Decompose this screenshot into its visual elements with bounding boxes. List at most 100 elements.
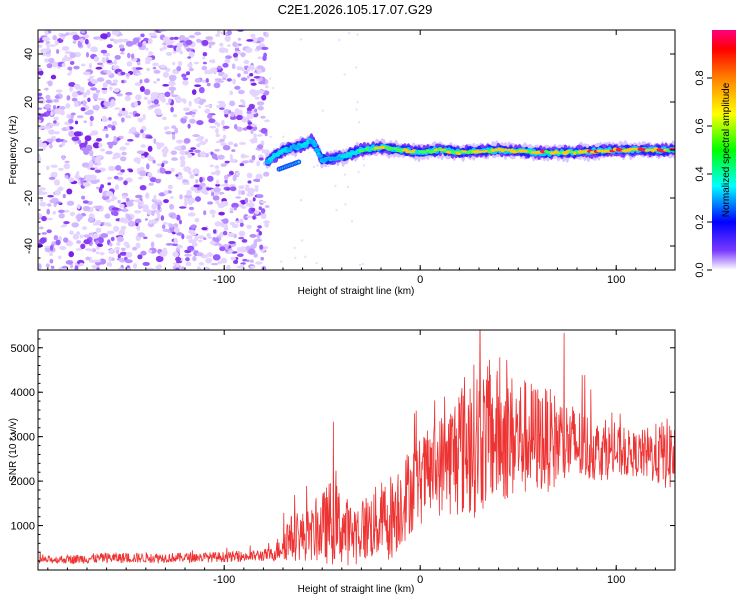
noise-blob bbox=[46, 165, 50, 171]
noise-blob bbox=[85, 52, 90, 58]
noise-blob bbox=[211, 59, 216, 64]
noise-blob bbox=[44, 58, 50, 63]
noise-blob bbox=[95, 66, 103, 70]
noise-blob bbox=[204, 138, 209, 143]
noise-blob bbox=[112, 210, 119, 217]
noise-blob bbox=[94, 166, 98, 170]
noise-blob bbox=[74, 265, 79, 270]
noise-blob bbox=[196, 38, 202, 43]
noise-blob bbox=[103, 222, 108, 226]
noise-blob bbox=[46, 229, 52, 234]
noise-blob bbox=[62, 194, 66, 199]
noise-blob bbox=[87, 217, 95, 223]
noise-blob bbox=[168, 86, 176, 92]
signal-core bbox=[308, 139, 314, 144]
noise-blob bbox=[160, 215, 165, 221]
noise-blob bbox=[114, 55, 121, 60]
noise-blob bbox=[201, 227, 208, 231]
noise-blob bbox=[221, 119, 225, 126]
noise-blob bbox=[50, 171, 58, 178]
noise-blob bbox=[76, 115, 84, 119]
noise-blob bbox=[202, 52, 208, 57]
noise-blob bbox=[134, 101, 138, 108]
noise-blob bbox=[85, 144, 93, 152]
noise-blob bbox=[124, 115, 132, 119]
noise-blob bbox=[90, 179, 98, 184]
noise-blob bbox=[215, 183, 220, 187]
noise-blob bbox=[165, 51, 173, 56]
noise-blob bbox=[86, 89, 91, 96]
noise-blob bbox=[143, 236, 148, 240]
noise-blob bbox=[236, 66, 243, 71]
noise-blob bbox=[170, 167, 175, 172]
noise-blob bbox=[257, 134, 263, 137]
noise-blob bbox=[137, 254, 143, 260]
spec-ytick-label: -20 bbox=[23, 190, 35, 206]
noise-blob bbox=[229, 221, 236, 226]
noise-blob bbox=[63, 163, 71, 170]
noise-blob bbox=[70, 263, 73, 269]
signal-core bbox=[572, 151, 577, 156]
noise-blob bbox=[66, 114, 72, 119]
noise-blob bbox=[227, 44, 231, 47]
noise-blob bbox=[156, 78, 160, 82]
colorbar-strip bbox=[712, 30, 736, 270]
noise-blob bbox=[206, 232, 211, 238]
noise-blob bbox=[176, 139, 184, 144]
noise-blob bbox=[76, 240, 82, 244]
noise-blob bbox=[125, 201, 134, 207]
noise-blob bbox=[209, 209, 216, 215]
noise-blob bbox=[249, 265, 256, 269]
spec-xtick-label: 0 bbox=[417, 274, 423, 286]
noise-blob bbox=[172, 251, 179, 258]
noise-blob bbox=[250, 207, 256, 212]
noise-blob bbox=[212, 237, 216, 242]
noise-speck bbox=[338, 39, 341, 41]
noise-blob bbox=[111, 120, 118, 126]
noise-blob bbox=[48, 57, 55, 64]
noise-blob bbox=[117, 199, 121, 204]
noise-blob bbox=[140, 129, 144, 134]
noise-blob bbox=[68, 251, 74, 258]
noise-blob bbox=[211, 153, 218, 160]
noise-blob bbox=[49, 252, 53, 257]
noise-blob bbox=[100, 33, 108, 39]
noise-blob bbox=[220, 184, 226, 187]
noise-blob bbox=[213, 229, 217, 234]
noise-blob bbox=[180, 160, 186, 166]
noise-blob bbox=[118, 257, 126, 263]
noise-blob bbox=[117, 172, 124, 176]
noise-blob bbox=[68, 130, 75, 137]
noise-blob bbox=[229, 100, 235, 107]
noise-blob bbox=[80, 147, 88, 152]
noise-blob bbox=[113, 152, 121, 159]
noise-blob bbox=[88, 62, 93, 69]
noise-blob bbox=[89, 248, 94, 252]
signal-core bbox=[311, 143, 317, 147]
noise-blob bbox=[117, 254, 121, 259]
noise-blob bbox=[147, 145, 153, 152]
noise-blob bbox=[96, 267, 100, 270]
noise-blob bbox=[179, 51, 183, 55]
noise-blob bbox=[237, 73, 241, 78]
noise-blob bbox=[71, 136, 80, 142]
noise-blob bbox=[82, 200, 89, 204]
noise-blob bbox=[112, 79, 119, 84]
noise-blob bbox=[138, 206, 142, 210]
noise-blob bbox=[87, 97, 91, 103]
noise-blob bbox=[118, 176, 124, 181]
noise-blob bbox=[260, 115, 266, 119]
noise-blob bbox=[218, 211, 225, 216]
noise-blob bbox=[249, 259, 254, 263]
noise-speck bbox=[344, 203, 347, 206]
noise-blob bbox=[239, 231, 245, 237]
noise-blob bbox=[162, 151, 168, 158]
noise-blob bbox=[38, 125, 44, 130]
snr-series-line bbox=[38, 330, 675, 566]
noise-blob bbox=[247, 180, 252, 184]
noise-blob bbox=[116, 241, 121, 247]
noise-blob bbox=[120, 169, 125, 173]
noise-blob bbox=[260, 208, 266, 214]
noise-blob bbox=[58, 255, 62, 260]
noise-blob bbox=[249, 112, 254, 119]
